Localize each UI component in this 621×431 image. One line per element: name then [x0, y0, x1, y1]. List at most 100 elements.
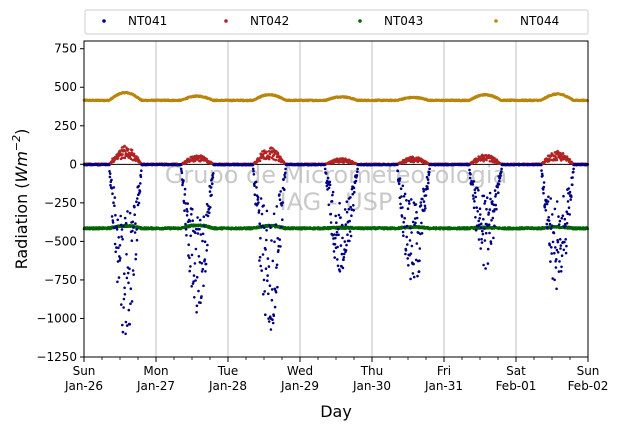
data-point: [124, 320, 128, 324]
data-point: [179, 163, 183, 166]
data-point: [274, 158, 278, 162]
data-point: [136, 197, 139, 200]
data-point: [133, 231, 137, 234]
data-point: [189, 234, 192, 238]
data-point: [117, 236, 120, 239]
data-point: [135, 238, 139, 242]
chart-legend: NT041 NT042 NT043 NT044: [84, 9, 589, 35]
legend-label-nt043: NT043: [384, 14, 423, 28]
series-nt044: [82, 90, 589, 103]
data-point: [132, 152, 136, 156]
data-point: [138, 190, 142, 193]
data-point: [133, 213, 136, 216]
data-point: [121, 323, 124, 327]
data-point: [123, 216, 127, 220]
data-point: [131, 220, 135, 224]
data-point: [134, 257, 137, 261]
data-point: [258, 159, 262, 163]
data-point: [121, 237, 124, 241]
data-point: [111, 192, 114, 195]
data-point: [188, 219, 192, 223]
data-point: [123, 144, 126, 148]
data-point: [183, 187, 187, 191]
data-point: [116, 280, 119, 284]
data-point: [195, 311, 198, 314]
legend-marker-nt043: [358, 19, 362, 23]
data-point: [123, 156, 127, 160]
data-point: [196, 216, 199, 219]
data-point: [139, 175, 143, 179]
data-point: [191, 207, 194, 211]
data-point: [130, 239, 134, 242]
legend-label-nt042: NT042: [250, 14, 289, 28]
data-point: [133, 205, 136, 209]
data-point: [191, 219, 194, 222]
legend-marker-nt041: [102, 19, 106, 23]
data-point: [568, 158, 571, 161]
data-point: [184, 227, 188, 231]
data-point: [194, 247, 198, 251]
data-point: [188, 269, 191, 273]
data-point: [129, 302, 132, 306]
data-point: [115, 228, 119, 231]
data-point: [130, 300, 134, 303]
data-point: [127, 281, 130, 285]
data-point: [131, 269, 135, 272]
data-point: [332, 161, 336, 165]
data-point: [107, 163, 111, 167]
data-point: [108, 175, 112, 179]
data-point: [561, 152, 565, 155]
data-point: [124, 332, 127, 336]
data-point: [114, 250, 117, 254]
legend-marker-nt042: [224, 19, 228, 23]
data-point: [120, 235, 123, 238]
data-point: [132, 273, 135, 276]
data-point: [192, 274, 196, 277]
data-point: [268, 155, 271, 159]
data-point: [111, 221, 115, 224]
data-point: [118, 244, 122, 247]
data-point: [134, 253, 138, 256]
legend-label-nt041: NT041: [128, 14, 167, 28]
data-point: [185, 234, 188, 237]
data-point: [112, 186, 116, 189]
data-point: [181, 183, 184, 187]
data-point: [188, 256, 191, 260]
data-point: [122, 224, 125, 228]
data-point: [127, 308, 131, 312]
watermark-line-2: IAG - USP: [280, 188, 393, 216]
data-point: [119, 214, 122, 218]
data-point: [265, 150, 268, 154]
data-point: [117, 276, 121, 279]
data-point: [135, 200, 138, 203]
data-point: [183, 193, 187, 196]
data-point: [125, 253, 128, 256]
data-point: [197, 254, 201, 258]
data-point: [194, 231, 197, 235]
data-point: [135, 228, 138, 231]
data-point: [189, 265, 192, 268]
data-point: [128, 323, 132, 326]
data-point: [116, 156, 120, 160]
data-point: [559, 151, 562, 155]
data-point: [113, 204, 116, 207]
data-point: [108, 170, 111, 173]
data-point: [186, 210, 189, 213]
data-point: [113, 242, 117, 246]
data-point: [190, 285, 193, 288]
data-point: [193, 296, 196, 299]
data-point: [128, 267, 131, 271]
data-point: [184, 222, 187, 226]
data-point: [197, 289, 200, 293]
legend-frame: [84, 9, 589, 35]
data-point: [126, 271, 130, 275]
data-point: [121, 153, 124, 156]
data-point: [267, 157, 271, 161]
data-point: [115, 225, 118, 228]
data-point: [122, 297, 126, 301]
data-point: [126, 147, 130, 151]
data-point: [183, 209, 186, 212]
data-point: [124, 221, 128, 225]
data-point: [123, 272, 126, 276]
